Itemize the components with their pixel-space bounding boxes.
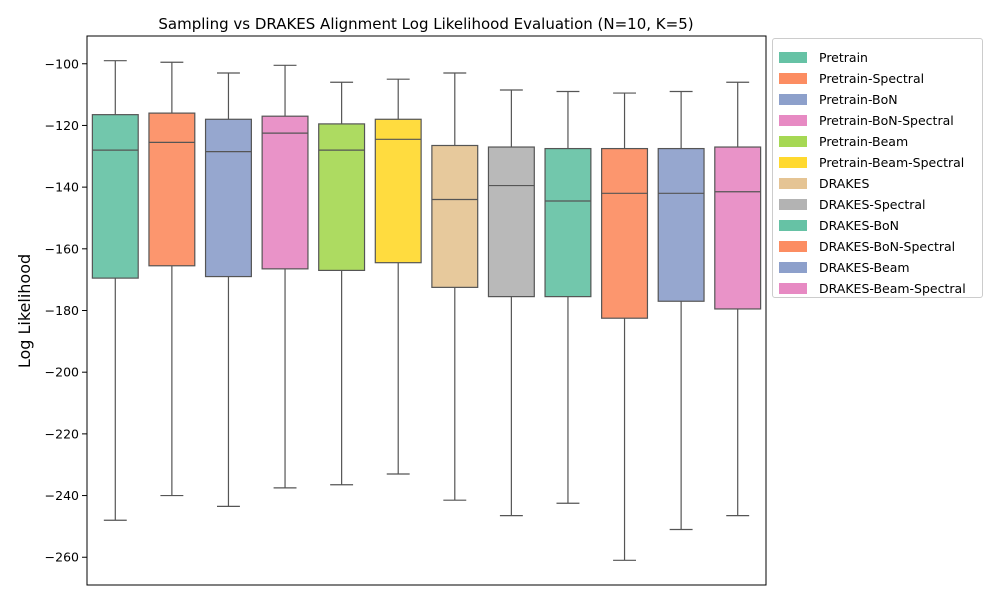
boxes-group — [91, 60, 762, 561]
box-drakes-bon — [544, 90, 592, 504]
legend-item: DRAKES-Spectral — [779, 194, 982, 215]
box-pretrain-bon — [204, 72, 252, 507]
legend-swatch — [779, 220, 807, 231]
box-pretrain — [91, 60, 139, 521]
y-ticks-group: −100 −120 −140 −160 −180 −200 −220 −240 −260 — [45, 56, 87, 565]
iqr-box — [544, 147, 592, 298]
legend-item: DRAKES-Beam-Spectral — [779, 278, 982, 299]
box-pretrain-spectral — [148, 61, 196, 497]
iqr-box — [204, 118, 252, 278]
legend-swatch — [779, 199, 807, 210]
iqr-box — [318, 123, 366, 272]
box-drakes-spectral — [487, 89, 535, 517]
legend-item: Pretrain — [779, 47, 982, 68]
y-tick-label: −240 — [45, 488, 79, 503]
legend-item: DRAKES-Beam — [779, 257, 982, 278]
legend: Pretrain Pretrain-Spectral Pretrain-BoN Pre… — [772, 38, 983, 298]
iqr-box — [714, 146, 762, 310]
y-tick-label: −160 — [45, 241, 79, 256]
legend-swatch — [779, 178, 807, 189]
y-tick-label: −260 — [45, 550, 79, 565]
legend-swatch — [779, 136, 807, 147]
legend-item: Pretrain-Spectral — [779, 68, 982, 89]
chart-title: Sampling vs DRAKES Alignment Log Likelih… — [158, 15, 693, 33]
box-pretrain-beam — [318, 81, 366, 486]
legend-swatch — [779, 241, 807, 252]
legend-label: Pretrain-BoN — [819, 92, 898, 107]
y-tick-label: −140 — [45, 180, 79, 195]
iqr-box — [431, 144, 479, 288]
iqr-box — [148, 112, 196, 267]
box-pretrain-beam-spectral — [374, 78, 422, 475]
legend-label: DRAKES-BoN-Spectral — [819, 239, 956, 254]
legend-item: DRAKES — [779, 173, 982, 194]
legend-swatch — [779, 115, 807, 126]
y-tick-label: −200 — [45, 365, 79, 380]
legend-swatch — [779, 157, 807, 168]
iqr-box — [657, 147, 705, 302]
y-tick-label: −100 — [45, 56, 79, 71]
legend-swatch — [779, 94, 807, 105]
legend-label: Pretrain-BoN-Spectral — [819, 113, 954, 128]
legend-label: Pretrain-Spectral — [819, 71, 925, 86]
legend-swatch — [779, 283, 807, 294]
legend-item: Pretrain-BoN-Spectral — [779, 110, 982, 131]
y-tick-label: −120 — [45, 118, 79, 133]
legend-swatch — [779, 52, 807, 63]
legend-label: DRAKES-Beam-Spectral — [819, 281, 966, 296]
iqr-box — [374, 118, 422, 264]
legend-label: DRAKES-Beam — [819, 260, 910, 275]
legend-swatch — [779, 73, 807, 84]
legend-item: Pretrain-Beam — [779, 131, 982, 152]
legend-label: DRAKES-Spectral — [819, 197, 926, 212]
iqr-box — [487, 146, 535, 298]
box-drakes-beam — [657, 90, 705, 531]
legend-item: DRAKES-BoN — [779, 215, 982, 236]
legend-label: Pretrain-Beam-Spectral — [819, 155, 965, 170]
iqr-box — [601, 147, 649, 319]
legend-label: Pretrain-Beam — [819, 134, 909, 149]
box-drakes — [431, 72, 479, 501]
box-drakes-bon-spectral — [601, 92, 649, 561]
legend-swatch — [779, 262, 807, 273]
legend-label: Pretrain — [819, 50, 868, 65]
iqr-box — [91, 114, 139, 279]
legend-item: Pretrain-Beam-Spectral — [779, 152, 982, 173]
plot-frame — [86, 35, 767, 586]
box-drakes-beam-spectral — [714, 81, 762, 517]
legend-label: DRAKES-BoN — [819, 218, 900, 233]
legend-item: Pretrain-BoN — [779, 89, 982, 110]
y-tick-label: −220 — [45, 426, 79, 441]
y-tick-label: −180 — [45, 303, 79, 318]
box-pretrain-bon-spectral — [261, 64, 309, 489]
y-axis-label: Log Likelihood — [15, 254, 34, 368]
legend-label: DRAKES — [819, 176, 870, 191]
legend-item: DRAKES-BoN-Spectral — [779, 236, 982, 257]
iqr-box — [261, 115, 309, 270]
